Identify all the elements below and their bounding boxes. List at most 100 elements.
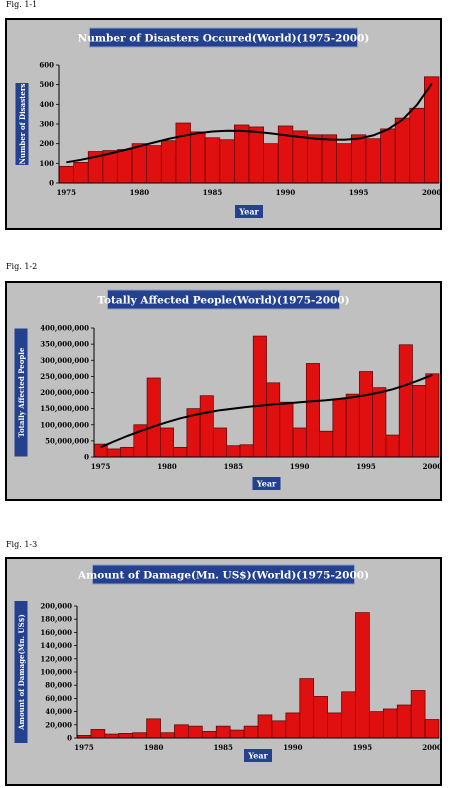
x-tick-label: 2000 — [422, 743, 440, 752]
bar — [410, 690, 426, 739]
bar — [257, 714, 273, 739]
trend-line — [66, 83, 433, 164]
figure-label: Fig. 1-3 — [6, 540, 38, 549]
bar — [263, 143, 279, 184]
chart-panel-affected-people: Totally Affected People(World)(1975-2000… — [5, 281, 442, 501]
bar — [385, 434, 400, 458]
bar — [215, 725, 231, 739]
bar — [359, 371, 374, 458]
bar — [266, 382, 281, 458]
bar — [146, 145, 162, 184]
x-tick-label: 1985 — [203, 188, 223, 197]
x-tick-label: 1975 — [57, 188, 77, 197]
x-tick-label: 2000 — [423, 462, 440, 471]
y-tick-label: 400 — [39, 100, 54, 109]
bar — [226, 445, 241, 458]
bar — [117, 149, 133, 184]
x-tick-label: 1995 — [353, 743, 373, 752]
y-axis-label-box — [14, 328, 28, 457]
y-tick-label: 60,000 — [45, 694, 72, 703]
bar — [345, 393, 360, 458]
bar — [160, 732, 175, 739]
x-axis-label: Year — [256, 479, 277, 489]
bar — [313, 696, 328, 739]
bar — [118, 733, 134, 739]
bar — [106, 448, 121, 458]
bar — [319, 430, 334, 458]
bar — [252, 335, 267, 458]
bar — [412, 385, 427, 458]
bar — [365, 138, 381, 184]
y-tick-label: 160,000 — [40, 628, 72, 637]
y-axis-label: Totally Affected People — [17, 347, 26, 437]
chart-title: Totally Affected People(World)(1975-2000… — [97, 295, 349, 307]
x-axis-label-box — [244, 749, 272, 762]
bar — [213, 427, 228, 458]
bar — [369, 711, 384, 739]
bar — [90, 729, 106, 739]
chart-title-box — [89, 27, 358, 48]
x-tick-label: 1990 — [283, 743, 303, 752]
x-axis-label-box — [252, 477, 281, 490]
bar — [394, 117, 411, 184]
chart-title-box — [92, 564, 355, 585]
y-tick-label: 0 — [84, 453, 89, 462]
bar — [321, 134, 338, 184]
bar — [305, 363, 320, 458]
x-axis-label-box — [235, 205, 263, 218]
bar — [271, 720, 287, 739]
y-axis-label-group: Number of Disasters — [15, 83, 29, 165]
bar — [188, 725, 203, 739]
figure-label: Fig. 1-2 — [6, 262, 38, 271]
x-tick-label: 2000 — [422, 188, 440, 197]
figure-label: Fig. 1-1 — [6, 0, 38, 9]
bar — [234, 124, 250, 184]
x-tick-label: 1980 — [130, 188, 150, 197]
y-tick-label: 50,000,000 — [45, 436, 89, 445]
x-tick-label: 1990 — [290, 462, 310, 471]
chart-affected-people: Totally Affected People(World)(1975-2000… — [14, 289, 440, 490]
chart-panel-disasters: Number of Disasters Occured(World)(1975-… — [5, 18, 442, 230]
y-axis-label-group: Totally Affected People — [14, 328, 28, 457]
chart-title: Number of Disasters Occured(World)(1975-… — [78, 33, 370, 45]
x-tick-label: 1985 — [224, 462, 244, 471]
bar — [160, 140, 177, 184]
y-tick-label: 600 — [39, 61, 54, 70]
bar — [355, 612, 370, 739]
bar — [409, 107, 425, 184]
y-tick-label: 100,000 — [40, 668, 72, 677]
y-tick-label: 180,000 — [40, 615, 72, 624]
y-tick-label: 250,000,000 — [40, 372, 89, 381]
x-tick-label: 1980 — [157, 462, 177, 471]
bar — [199, 395, 214, 458]
bar — [146, 377, 161, 458]
bar — [239, 444, 254, 458]
bar — [425, 373, 440, 458]
bar — [336, 143, 352, 184]
bar — [285, 712, 301, 739]
bar — [372, 387, 387, 458]
x-tick-label: 1990 — [276, 188, 296, 197]
bar — [120, 446, 135, 458]
bar — [146, 718, 161, 739]
bar — [159, 427, 174, 458]
x-axis-label: Year — [247, 751, 268, 761]
y-tick-label: 400,000,000 — [40, 324, 89, 333]
y-tick-label: 200 — [39, 139, 54, 148]
y-axis-label: Number of Disasters — [18, 83, 27, 164]
chart-panel-damage: Amount of Damage(Mn. US$)(World)(1975-20… — [5, 557, 442, 786]
bar — [292, 130, 308, 184]
trend-line — [100, 373, 433, 449]
bar — [174, 724, 189, 739]
chart-title: Amount of Damage(Mn. US$)(World)(1975-20… — [77, 570, 369, 582]
y-tick-label: 200,000,000 — [40, 388, 89, 397]
y-tick-label: 150,000,000 — [40, 404, 89, 413]
y-tick-label: 300,000,000 — [40, 356, 89, 365]
y-tick-label: 0 — [67, 734, 72, 743]
y-tick-label: 20,000 — [45, 720, 72, 729]
bar — [58, 165, 74, 184]
bar — [424, 719, 440, 739]
bar — [350, 134, 367, 184]
bar — [229, 729, 245, 739]
bar — [380, 128, 396, 184]
